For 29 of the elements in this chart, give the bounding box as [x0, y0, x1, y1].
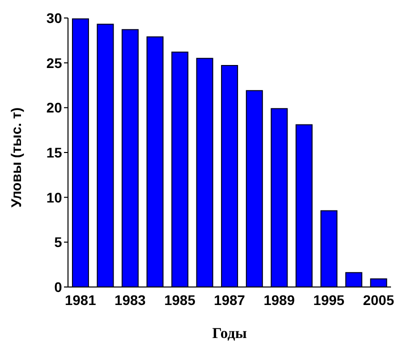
y-tick-label: 10 — [46, 189, 62, 206]
y-tick-label: 20 — [46, 100, 62, 116]
bar — [221, 65, 238, 287]
bar — [246, 90, 263, 287]
bar — [122, 29, 139, 287]
bar — [72, 18, 89, 287]
bar — [370, 278, 388, 287]
bar — [320, 210, 338, 287]
bar — [171, 52, 188, 287]
y-tick-label: 15 — [46, 144, 62, 160]
bar — [296, 124, 313, 287]
x-axis-title: Годы — [212, 326, 248, 342]
bar — [270, 108, 288, 287]
x-tick-label: 1995 — [313, 292, 345, 308]
bar — [96, 24, 114, 287]
bar — [196, 58, 214, 287]
y-tick-label: 30 — [46, 10, 62, 26]
y-tick-label: 0 — [54, 278, 62, 295]
y-axis-title: Уловы (тыс. т) — [8, 107, 24, 208]
y-tick-label: 5 — [54, 234, 62, 250]
bar — [146, 36, 164, 287]
x-tick-label: 2005 — [363, 292, 394, 308]
x-tick-label: 1989 — [264, 292, 295, 308]
x-tick-label: 1981 — [64, 292, 96, 308]
y-tick-label: 25 — [46, 54, 62, 71]
x-tick-label: 1983 — [114, 292, 146, 308]
x-tick-label: 1987 — [214, 292, 246, 308]
x-tick-label: 1985 — [164, 292, 196, 308]
bar — [345, 272, 362, 287]
